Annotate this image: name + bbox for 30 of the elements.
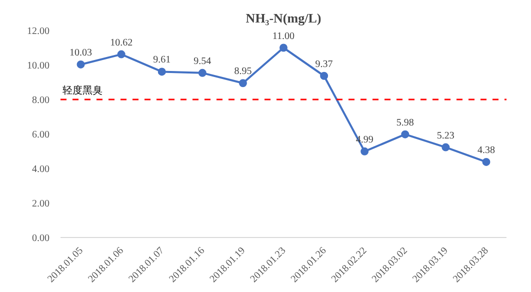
text: 9.37 bbox=[315, 58, 333, 70]
point bbox=[280, 44, 288, 52]
text: 11.00 bbox=[272, 30, 295, 42]
text: 10.62 bbox=[110, 37, 133, 48]
point bbox=[238, 79, 247, 88]
text: 5.98 bbox=[396, 117, 414, 128]
point bbox=[320, 72, 328, 80]
y-tick-label: 10.00 bbox=[27, 60, 50, 72]
text: 5.23 bbox=[436, 130, 454, 142]
text: 4.38 bbox=[477, 144, 495, 156]
point bbox=[198, 68, 206, 77]
point bbox=[117, 50, 126, 58]
point bbox=[76, 60, 85, 68]
point bbox=[360, 147, 369, 156]
y-tick-label: 12.00 bbox=[27, 26, 50, 37]
y-tick-label: 4.00 bbox=[32, 164, 50, 175]
ref-line-label: 轻度黑臭 bbox=[62, 84, 103, 96]
y-tick-label: 6.00 bbox=[32, 130, 50, 140]
y-tick-label: 0.00 bbox=[32, 233, 50, 244]
point bbox=[482, 158, 490, 166]
point bbox=[158, 68, 166, 76]
chart-title: NH₃-N(mg/L) bbox=[246, 10, 322, 26]
point bbox=[401, 130, 410, 138]
point bbox=[442, 143, 450, 152]
y-tick-label: 2.00 bbox=[32, 198, 50, 210]
y-tick-label: 8.00 bbox=[32, 95, 50, 106]
text: 8.95 bbox=[234, 66, 252, 78]
text: 9.61 bbox=[153, 54, 171, 66]
text: 9.54 bbox=[194, 56, 212, 67]
text: 10.03 bbox=[70, 47, 92, 58]
